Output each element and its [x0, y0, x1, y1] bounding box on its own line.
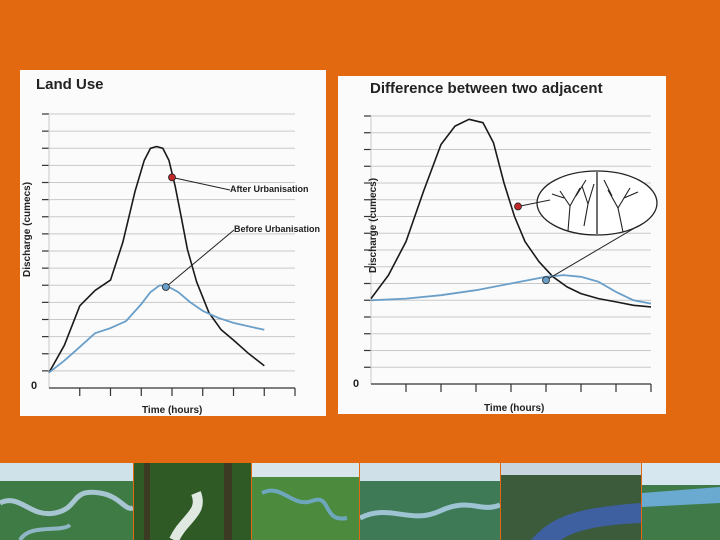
land-use-chart-svg: [42, 113, 296, 396]
leader-line: [517, 199, 551, 207]
x-axis-label: Time (hours): [142, 405, 203, 416]
river-aerial-photo-2: [360, 463, 500, 540]
series-line-blue: [370, 274, 652, 305]
chart-panel-adjacent-basins: Difference between two adjacent Discharg…: [338, 76, 666, 414]
inset-river: [551, 179, 587, 232]
leader-line: [171, 176, 231, 191]
annotation-before-urbanisation: Before Urbanisation: [234, 224, 321, 234]
series-line-blue: [48, 284, 265, 374]
river-forest-photo: [501, 463, 641, 540]
river-aerial-photo: [0, 463, 133, 540]
origin-label: 0: [31, 380, 38, 392]
drainage-basin-illustration: [536, 170, 658, 236]
river-coast-photo: [642, 463, 720, 540]
chart-title: Land Use: [36, 76, 104, 93]
forest-stream-photo: [134, 463, 251, 540]
inset-river: [603, 179, 639, 233]
inset-river: [581, 183, 595, 227]
meandering-river-photo: [252, 463, 359, 540]
marker-after-urbanisation: [168, 173, 176, 182]
leader-line: [545, 225, 639, 281]
chart-title: Difference between two adjacent: [370, 80, 603, 97]
marker-red: [514, 202, 522, 211]
series-line-black: [48, 145, 265, 373]
marker-before-urbanisation: [161, 283, 170, 291]
marker-blue: [542, 276, 550, 285]
y-axis-label: Discharge (cumecs): [368, 177, 379, 273]
chart-panel-land-use: Land Use Discharge (cumecs) 0 Time (hour…: [20, 70, 326, 416]
annotation-after-urbanisation: After Urbanisation: [230, 184, 309, 194]
series-line-black: [370, 118, 652, 308]
adjacent-basins-chart-svg: [364, 115, 658, 392]
x-axis-label: Time (hours): [484, 403, 545, 414]
origin-label: 0: [353, 378, 360, 390]
leader-line: [165, 229, 235, 288]
y-axis-label: Discharge (cumecs): [22, 181, 33, 277]
